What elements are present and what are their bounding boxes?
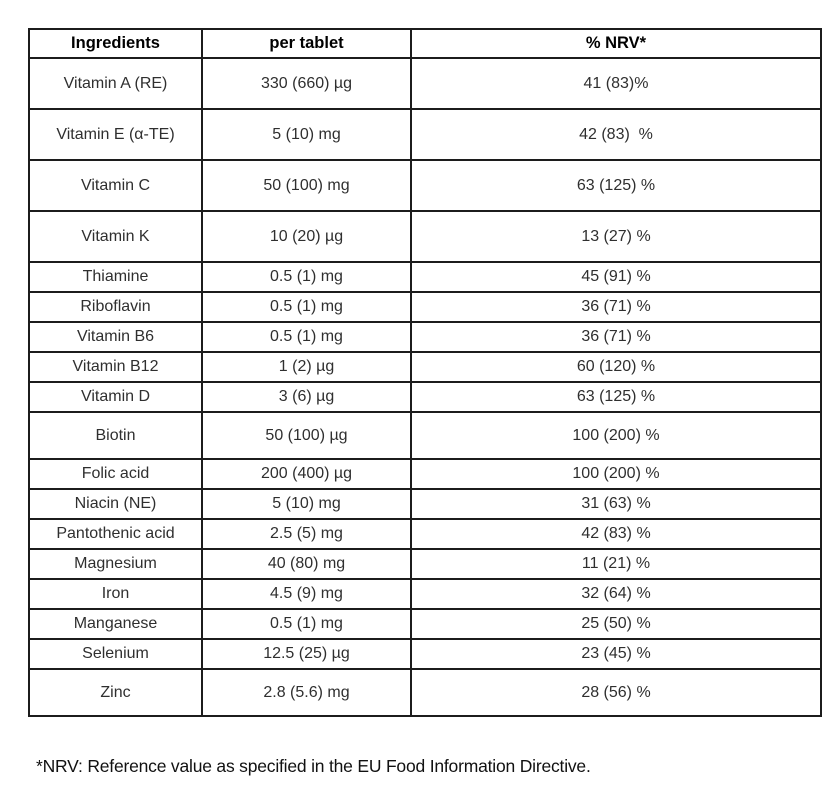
table-row: Biotin 50 (100) µg 100 (200) % [28,411,822,460]
table-row: Vitamin B6 0.5 (1) mg 36 (71) % [28,321,822,353]
column-header-per-tablet: per tablet [201,28,412,59]
cell-nrv: 28 (56) % [410,668,822,717]
table-row: Vitamin E (α-TE) 5 (10) mg 42 (83) % [28,108,822,161]
cell-per-tablet: 2.5 (5) mg [201,518,412,550]
cell-ingredient: Vitamin B6 [28,321,203,353]
cell-nrv: 41 (83)% [410,57,822,110]
cell-ingredient: Thiamine [28,261,203,293]
cell-nrv: 60 (120) % [410,351,822,383]
cell-ingredient: Vitamin B12 [28,351,203,383]
cell-per-tablet: 0.5 (1) mg [201,291,412,323]
table-row: Magnesium 40 (80) mg 11 (21) % [28,548,822,580]
table-row: Vitamin C 50 (100) mg 63 (125) % [28,159,822,212]
cell-ingredient: Vitamin E (α-TE) [28,108,203,161]
table-row: Selenium 12.5 (25) µg 23 (45) % [28,638,822,670]
table-row: Pantothenic acid 2.5 (5) mg 42 (83) % [28,518,822,550]
cell-per-tablet: 2.8 (5.6) mg [201,668,412,717]
cell-ingredient: Selenium [28,638,203,670]
table-row: Manganese 0.5 (1) mg 25 (50) % [28,608,822,640]
cell-per-tablet: 50 (100) mg [201,159,412,212]
cell-nrv: 100 (200) % [410,458,822,490]
table-row: Vitamin K 10 (20) µg 13 (27) % [28,210,822,263]
cell-ingredient: Vitamin D [28,381,203,413]
cell-ingredient: Vitamin K [28,210,203,263]
cell-per-tablet: 50 (100) µg [201,411,412,460]
cell-per-tablet: 5 (10) mg [201,108,412,161]
cell-nrv: 45 (91) % [410,261,822,293]
cell-ingredient: Vitamin C [28,159,203,212]
cell-nrv: 63 (125) % [410,159,822,212]
table-row: Niacin (NE) 5 (10) mg 31 (63) % [28,488,822,520]
ingredients-table: Ingredients per tablet % NRV* Vitamin A … [28,28,822,717]
cell-per-tablet: 0.5 (1) mg [201,261,412,293]
cell-ingredient: Pantothenic acid [28,518,203,550]
cell-ingredient: Folic acid [28,458,203,490]
cell-nrv: 11 (21) % [410,548,822,580]
nrv-footnote: *NRV: Reference value as specified in th… [36,756,591,776]
cell-nrv: 36 (71) % [410,291,822,323]
column-header-nrv: % NRV* [410,28,822,59]
cell-nrv: 25 (50) % [410,608,822,640]
column-header-ingredients: Ingredients [28,28,203,59]
cell-nrv: 31 (63) % [410,488,822,520]
table-row: Thiamine 0.5 (1) mg 45 (91) % [28,261,822,293]
cell-nrv: 36 (71) % [410,321,822,353]
table-row: Zinc 2.8 (5.6) mg 28 (56) % [28,668,822,717]
cell-ingredient: Biotin [28,411,203,460]
cell-per-tablet: 4.5 (9) mg [201,578,412,610]
cell-ingredient: Magnesium [28,548,203,580]
cell-per-tablet: 3 (6) µg [201,381,412,413]
cell-nrv: 23 (45) % [410,638,822,670]
cell-per-tablet: 0.5 (1) mg [201,608,412,640]
table-row: Vitamin B12 1 (2) µg 60 (120) % [28,351,822,383]
table-row: Riboflavin 0.5 (1) mg 36 (71) % [28,291,822,323]
cell-ingredient: Niacin (NE) [28,488,203,520]
cell-per-tablet: 5 (10) mg [201,488,412,520]
cell-ingredient: Iron [28,578,203,610]
cell-ingredient: Vitamin A (RE) [28,57,203,110]
cell-ingredient: Manganese [28,608,203,640]
table-row: Iron 4.5 (9) mg 32 (64) % [28,578,822,610]
cell-per-tablet: 12.5 (25) µg [201,638,412,670]
cell-nrv: 42 (83) % [410,518,822,550]
cell-nrv: 32 (64) % [410,578,822,610]
table-header-row: Ingredients per tablet % NRV* [28,28,822,59]
cell-per-tablet: 1 (2) µg [201,351,412,383]
cell-per-tablet: 200 (400) µg [201,458,412,490]
cell-nrv: 13 (27) % [410,210,822,263]
table-row: Folic acid 200 (400) µg 100 (200) % [28,458,822,490]
cell-nrv: 63 (125) % [410,381,822,413]
cell-per-tablet: 330 (660) µg [201,57,412,110]
cell-per-tablet: 0.5 (1) mg [201,321,412,353]
table-row: Vitamin A (RE) 330 (660) µg 41 (83)% [28,57,822,110]
cell-per-tablet: 40 (80) mg [201,548,412,580]
cell-ingredient: Zinc [28,668,203,717]
cell-ingredient: Riboflavin [28,291,203,323]
cell-nrv: 42 (83) % [410,108,822,161]
cell-per-tablet: 10 (20) µg [201,210,412,263]
cell-nrv: 100 (200) % [410,411,822,460]
